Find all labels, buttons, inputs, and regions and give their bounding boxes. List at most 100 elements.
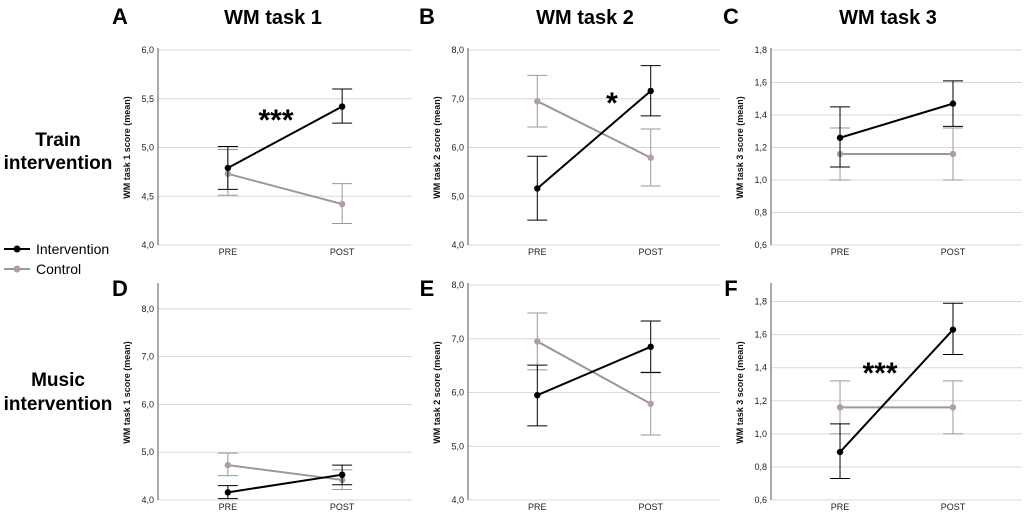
y-tick-label-a: 4,0: [141, 240, 154, 250]
panel-letter-a: A: [112, 4, 128, 29]
y-tick-label-c: 1,0: [754, 175, 767, 185]
y-tick-label-f: 1,6: [754, 330, 767, 340]
y-tick-label-d: 7,0: [141, 352, 154, 362]
y-tick-label-d: 4,0: [141, 495, 154, 505]
y-tick-label-f: 0,6: [754, 495, 767, 505]
x-tick-label-pre-a: PRE: [219, 247, 238, 257]
data-point-intervention-post-e: [647, 343, 654, 351]
y-tick-label-c: 1,6: [754, 78, 767, 88]
column-title-wm-task-3: WM task 3: [839, 7, 937, 29]
data-point-intervention-post-f: [949, 326, 957, 333]
y-tick-label-e: 7,0: [451, 334, 464, 344]
y-tick-label-e: 4,0: [451, 495, 464, 505]
y-tick-label-c: 1,2: [754, 143, 767, 153]
y-tick-label-e: 6,0: [451, 388, 464, 398]
series-line-control-e: [536, 340, 652, 405]
data-point-intervention-post-c: [949, 100, 957, 107]
y-axis-label-e: WM task 2 score (mean): [432, 341, 442, 444]
row-label-train-line2: intervention: [4, 153, 113, 174]
legend-control-marker: [13, 265, 21, 273]
data-point-control-post-e: [647, 400, 654, 407]
panel-e: E 4,0 5,0 6,0 7,0 8,0 PRE POST WM task 2 score (…: [420, 276, 720, 512]
y-tick-label-a: 5,5: [141, 94, 154, 104]
data-point-control-post-b: [647, 154, 654, 161]
y-tick-label-e: 8,0: [451, 280, 464, 290]
data-point-control-post-a: [338, 200, 346, 208]
y-axis-label-b: WM task 2 score (mean): [432, 96, 442, 199]
panel-b: B 4,0 5,0 6,0 7,0 8,0 PRE POST WM task 2 score (…: [419, 4, 720, 257]
x-tick-label-pre-e: PRE: [528, 502, 547, 512]
data-point-intervention-pre-b: [534, 185, 541, 192]
y-tick-label-d: 6,0: [141, 399, 154, 409]
significance-annotation-f: ***: [862, 357, 897, 390]
series-line-intervention-c: [839, 102, 954, 139]
series-line-control-b: [536, 100, 652, 159]
panel-c: C 0,6 0,8 1,0 1,2 1,4 1,6 1,8 PRE POST WM task 3 s…: [723, 4, 1022, 257]
y-axis-label-d: WM task 1 score (mean): [122, 341, 132, 444]
legend-intervention-label: Intervention: [36, 241, 109, 257]
data-point-intervention-post-d: [338, 471, 346, 478]
row-label-train-line1: Train: [35, 130, 80, 151]
data-point-control-pre-d: [224, 461, 232, 469]
y-tick-label-b: 4,0: [451, 240, 464, 250]
y-tick-label-b: 6,0: [451, 143, 464, 153]
series-line-intervention-b: [536, 90, 652, 190]
row-label-music-line1: Music: [31, 370, 85, 391]
data-point-control-pre-b: [534, 97, 541, 105]
x-tick-label-post-c: POST: [941, 247, 966, 257]
panel-letter-e: E: [420, 276, 435, 301]
data-point-intervention-pre-d: [224, 489, 232, 496]
data-point-control-pre-f: [836, 404, 844, 411]
series-line-control-a: [227, 172, 343, 206]
data-point-intervention-pre-e: [534, 391, 541, 399]
y-tick-label-f: 1,2: [754, 396, 767, 406]
column-title-wm-task-1: WM task 1: [224, 7, 322, 29]
data-point-intervention-pre-c: [836, 134, 844, 141]
legend-intervention-marker: [13, 245, 21, 253]
y-tick-label-b: 5,0: [451, 191, 464, 201]
y-tick-label-f: 1,0: [754, 429, 767, 439]
x-tick-label-pre-f: PRE: [831, 502, 850, 512]
y-tick-label-a: 4,5: [141, 191, 154, 201]
panel-letter-d: D: [112, 276, 128, 301]
row-label-music-line2: intervention: [4, 394, 113, 415]
x-tick-label-post-e: POST: [638, 502, 663, 512]
data-point-intervention-pre-f: [836, 448, 844, 456]
y-tick-label-f: 1,4: [754, 363, 767, 373]
y-tick-label-a: 5,0: [141, 143, 154, 153]
data-point-control-post-f: [949, 404, 957, 411]
x-tick-label-post-d: POST: [330, 502, 355, 512]
y-tick-label-a: 6,0: [141, 45, 154, 55]
y-tick-label-b: 7,0: [451, 94, 464, 104]
series-line-intervention-d: [227, 473, 343, 494]
legend: Intervention Control: [4, 241, 109, 277]
panel-letter-c: C: [723, 4, 739, 29]
y-tick-label-b: 8,0: [451, 45, 464, 55]
y-tick-label-d: 5,0: [141, 447, 154, 457]
y-axis-label-f: WM task 3 score (mean): [735, 341, 745, 444]
y-tick-label-d: 8,0: [141, 304, 154, 314]
y-tick-label-c: 1,8: [754, 45, 767, 55]
x-tick-label-post-f: POST: [941, 502, 966, 512]
x-tick-label-post-b: POST: [638, 247, 663, 257]
series-line-intervention-e: [536, 345, 652, 397]
panel-d: D 4,0 5,0 6,0 7,0 8,0 PRE POST WM task 1 score (…: [112, 276, 412, 512]
x-tick-label-post-a: POST: [330, 247, 355, 257]
panel-letter-f: F: [724, 276, 737, 301]
data-point-intervention-post-a: [338, 103, 346, 110]
column-title-wm-task-2: WM task 2: [536, 7, 634, 29]
series-line-intervention-a: [227, 105, 343, 169]
legend-control-label: Control: [36, 261, 81, 277]
x-tick-label-pre-c: PRE: [831, 247, 850, 257]
y-axis-label-c: WM task 3 score (mean): [735, 96, 745, 199]
y-axis-label-a: WM task 1 score (mean): [122, 96, 132, 199]
panel-f: F 0,6 0,8 1,0 1,2 1,4 1,6 1,8 PRE POST WM task 3 s…: [724, 276, 1022, 512]
y-tick-label-c: 0,6: [754, 240, 767, 250]
y-tick-label-e: 5,0: [451, 441, 464, 451]
data-point-intervention-post-b: [647, 87, 654, 95]
y-tick-label-f: 0,8: [754, 462, 767, 472]
series-line-intervention-f: [839, 328, 954, 453]
data-point-intervention-pre-a: [224, 164, 232, 172]
data-point-control-post-c: [949, 150, 957, 158]
